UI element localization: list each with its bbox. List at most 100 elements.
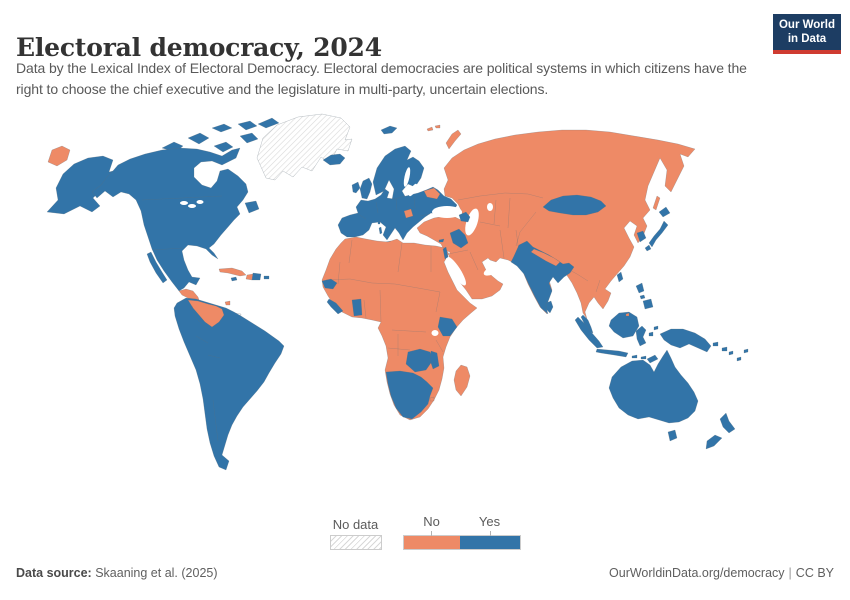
map-region-iceland[interactable] [322, 153, 346, 166]
map-region-madagascar[interactable] [453, 364, 471, 397]
map-region-caucasus[interactable] [458, 211, 471, 223]
footer-links: OurWorldinData.org/democracy | CC BY [609, 566, 834, 580]
map-region-zambia[interactable] [405, 348, 434, 373]
gulf-of-bothnia [403, 167, 411, 187]
map-region-united-kingdom[interactable] [359, 177, 373, 200]
great-lakes [196, 200, 204, 204]
map-region-franz-josef[interactable] [426, 124, 441, 132]
map-region-trinidad[interactable] [224, 300, 231, 306]
map-region-sulawesi[interactable] [635, 325, 647, 347]
legend-no-label: No [423, 514, 440, 529]
map-region-iraq[interactable] [449, 228, 469, 249]
aral-sea [487, 203, 493, 211]
map-region-svalbard[interactable] [380, 125, 398, 135]
map-region-europe[interactable] [337, 186, 458, 241]
data-source-value: Skaaning et al. (2025) [91, 566, 218, 580]
map-region-ellesmere[interactable] [257, 117, 280, 129]
map-region-south-america[interactable] [173, 297, 285, 471]
map-region-sri-lanka[interactable] [545, 300, 554, 314]
map-legend: No data No Yes [0, 514, 850, 550]
map-region-eswatini[interactable] [429, 396, 435, 402]
map-region-new-zealand[interactable] [705, 412, 736, 450]
map-region-malawi[interactable] [429, 350, 440, 370]
country-borders [141, 192, 601, 442]
map-region-australia[interactable] [608, 349, 699, 424]
map-region-kenya[interactable] [437, 316, 458, 337]
legend-no-data-swatch[interactable] [329, 535, 382, 550]
map-region-tasmania[interactable] [667, 429, 678, 442]
legend-no-segment[interactable] [403, 536, 460, 549]
map-region-greenland[interactable] [256, 113, 353, 181]
map-region-puerto-rico[interactable] [263, 275, 270, 280]
map-region-dominican-republic[interactable] [251, 272, 262, 281]
map-region-moluccas[interactable] [648, 325, 659, 337]
map-region-venezuela[interactable] [187, 299, 225, 328]
map-region-sumatra[interactable] [574, 316, 604, 349]
map-region-scandinavia[interactable] [372, 145, 425, 205]
owid-logo[interactable]: Our World in Data [773, 14, 841, 54]
page-title: Electoral democracy, 2024 [16, 32, 382, 62]
persian-gulf [483, 264, 503, 276]
map-region-ghana[interactable] [351, 298, 363, 317]
map-region-southern-africa[interactable] [385, 370, 434, 420]
map-region-north-america[interactable] [91, 147, 249, 292]
map-region-ireland[interactable] [351, 181, 361, 194]
map-region-jamaica[interactable] [230, 276, 238, 282]
map-region-baja[interactable] [146, 251, 168, 284]
map-region-belarus[interactable] [423, 187, 441, 200]
legend-tick [489, 531, 491, 536]
map-region-eurasia[interactable] [416, 129, 696, 320]
map-region-sierra-leone-liberia[interactable] [326, 298, 344, 315]
footer-divider: | [788, 566, 792, 580]
great-lakes [180, 201, 188, 205]
map-region-java[interactable] [595, 348, 629, 358]
map-region-timor[interactable] [646, 354, 659, 364]
map-region-cyprus[interactable] [438, 238, 445, 243]
data-source-label: Data source: [16, 566, 92, 580]
map-region-japan[interactable] [644, 206, 671, 252]
map-region-new-guinea[interactable] [659, 328, 712, 353]
map-region-south-korea[interactable] [636, 230, 647, 243]
data-source: Data source: Skaaning et al. (2025) [16, 566, 218, 580]
chart-subtitle: Data by the Lexical Index of Electoral D… [16, 60, 747, 97]
legend-bar-labels: No Yes [404, 514, 520, 529]
map-region-israel[interactable] [442, 246, 449, 260]
legend-tick [430, 531, 432, 536]
map-region-sakhalin[interactable] [652, 195, 661, 211]
map-region-philippines[interactable] [635, 282, 654, 310]
caspian-sea [465, 208, 479, 236]
map-region-cuba[interactable] [218, 267, 247, 277]
black-sea [432, 206, 462, 218]
map-region-taiwan[interactable] [616, 271, 624, 283]
red-sea [446, 256, 466, 286]
map-region-novaya-zemlya[interactable] [445, 129, 462, 150]
map-region-india[interactable] [510, 240, 575, 315]
baltic-sea [408, 183, 418, 197]
map-region-mongolia[interactable] [542, 194, 607, 216]
owid-logo-line2: in Data [787, 32, 827, 45]
great-lakes [188, 204, 196, 208]
map-region-africa[interactable] [321, 236, 478, 421]
owid-url-link[interactable]: OurWorldinData.org/democracy [609, 566, 785, 580]
map-region-chukotka[interactable] [47, 145, 71, 167]
map-region-nepal[interactable] [530, 248, 561, 267]
map-region-brunei[interactable] [625, 312, 630, 317]
map-region-arctic-islands[interactable] [161, 120, 259, 161]
chart-footer: Data source: Skaaning et al. (2025) OurW… [16, 566, 834, 580]
legend-yes-label: Yes [478, 514, 501, 529]
map-region-borneo[interactable] [608, 311, 640, 339]
legend-color-bar [402, 535, 521, 550]
legend-no-data-label: No data [332, 517, 379, 532]
map-region-serbia[interactable] [403, 208, 414, 219]
lake-victoria [431, 330, 439, 336]
legend-bar-group: No Yes [402, 514, 521, 550]
license-link[interactable]: CC BY [795, 566, 834, 580]
map-region-melanesia-islands[interactable] [712, 341, 749, 362]
owid-logo-line1: Our World [778, 19, 835, 31]
map-region-newfoundland[interactable] [244, 200, 260, 214]
legend-no-data-group[interactable]: No data [329, 517, 382, 550]
map-region-senegal[interactable] [321, 278, 338, 290]
legend-yes-segment[interactable] [459, 536, 520, 549]
